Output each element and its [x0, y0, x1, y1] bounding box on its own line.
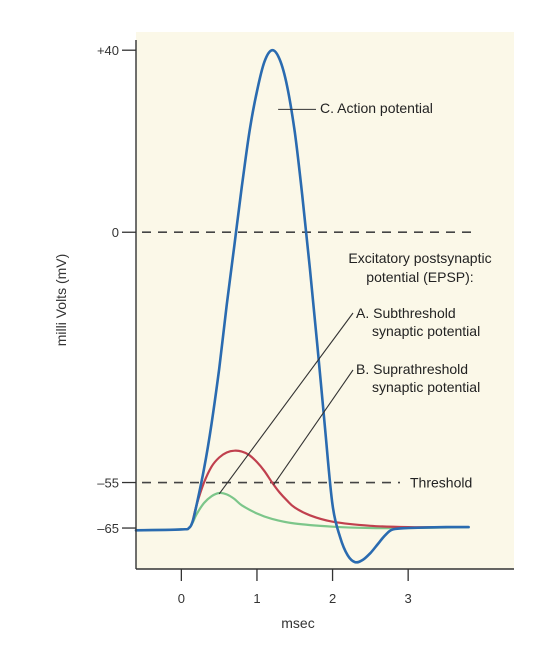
x-tick-label: 1 — [253, 591, 260, 606]
suprathreshold-leader — [273, 369, 354, 486]
x-tick-label: 0 — [178, 591, 185, 606]
epsp-heading-line2: potential (EPSP): — [366, 269, 473, 285]
y-tick-label: –55 — [97, 476, 119, 491]
subthreshold-label-line1: A. Subthreshold — [356, 305, 456, 321]
threshold-label: Threshold — [410, 475, 472, 491]
suprathreshold-label-line2: synaptic potential — [372, 379, 480, 395]
y-tick-label: –65 — [97, 521, 119, 536]
y-tick-label: 0 — [112, 225, 119, 240]
subthreshold-label-line2: synaptic potential — [372, 323, 480, 339]
y-tick-label: +40 — [97, 43, 119, 58]
series-line-suprathreshold — [191, 449, 448, 529]
series-line-action — [134, 48, 470, 564]
subthreshold-leader — [218, 312, 354, 495]
x-tick-label: 3 — [405, 591, 412, 606]
y-axis-title: milli Volts (mV) — [53, 254, 69, 347]
x-axis-title: msec — [281, 615, 314, 631]
x-tick-label: 2 — [329, 591, 336, 606]
epsp-heading-line1: Excitatory postsynaptic — [348, 250, 491, 266]
suprathreshold-label-line1: B. Suprathreshold — [356, 361, 468, 377]
plot-background — [136, 32, 514, 569]
action-potential-label: C. Action potential — [320, 100, 433, 116]
